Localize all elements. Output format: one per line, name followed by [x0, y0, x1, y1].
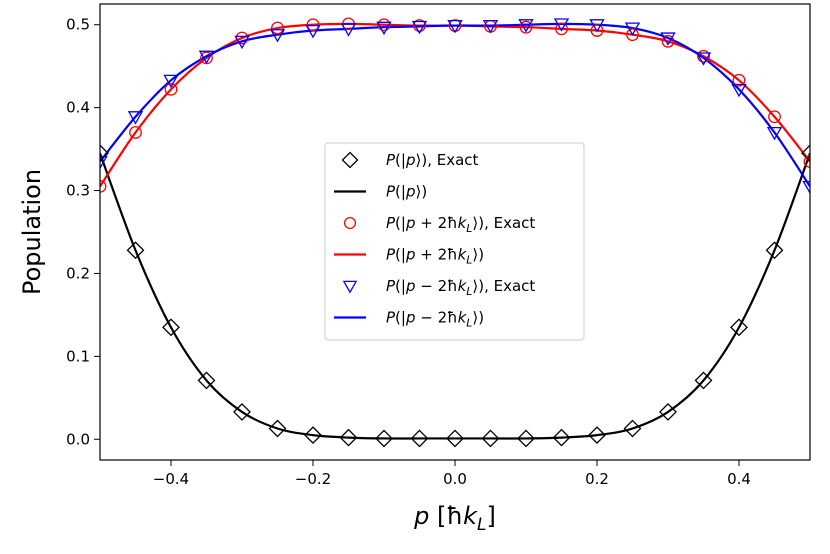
series-2-point — [164, 82, 178, 96]
legend-marker-swatch — [342, 280, 358, 294]
series-2-point — [661, 34, 675, 48]
series-0-point — [446, 429, 464, 448]
series-0-point — [304, 426, 322, 445]
series-4-point — [100, 155, 108, 170]
series-0-point — [375, 429, 393, 448]
series-2-point — [590, 24, 604, 37]
series-0-point — [552, 428, 571, 447]
legend-label: P(|p − 2ħkL⟩), Exact — [386, 277, 535, 298]
series-0-point — [588, 426, 606, 445]
series-2-point — [626, 28, 639, 42]
series-0-point — [162, 318, 180, 337]
legend-label: P(|p − 2ħkL⟩) — [386, 309, 484, 330]
series-4-point — [695, 52, 712, 66]
series-0-point — [659, 402, 677, 421]
series-2-point — [413, 19, 426, 32]
y-tick-label: 0.5 — [66, 16, 90, 34]
legend-box — [324, 142, 585, 341]
series-4-point — [731, 83, 747, 98]
series-2-point — [100, 179, 107, 193]
y-tick-label: 0.0 — [66, 430, 90, 448]
series-4-point — [340, 23, 357, 37]
legend-label: P(|p + 2ħkL⟩), Exact — [386, 214, 535, 235]
x-tick-label: −0.2 — [295, 470, 331, 488]
series-0-point — [481, 429, 500, 448]
series-4-point — [518, 19, 534, 33]
series-4-point — [660, 32, 676, 46]
y-tick-label: 0.2 — [66, 264, 90, 282]
y-axis-label: Population — [18, 169, 46, 295]
series-2-point — [519, 20, 533, 34]
series-4-point — [766, 126, 783, 141]
legend-label: P(|p + 2ħkL⟩) — [386, 246, 484, 267]
series-2-point — [732, 73, 746, 87]
series-2-point — [555, 22, 568, 36]
series-4-point — [589, 19, 605, 33]
series-0-point — [268, 419, 287, 438]
series-2-point — [271, 21, 284, 35]
series-4-point — [802, 180, 810, 195]
series-4-point — [127, 111, 144, 125]
series-line-1 — [100, 152, 810, 440]
series-4-point — [411, 20, 428, 35]
series-0-point — [730, 318, 748, 337]
series-4-point — [624, 22, 641, 36]
series-0-point — [100, 144, 109, 163]
x-tick-label: 0.2 — [585, 470, 609, 488]
series-4-point — [198, 50, 215, 65]
y-tick-label: 0.4 — [66, 99, 90, 117]
series-2-point — [306, 18, 320, 32]
series-0-point — [126, 241, 145, 260]
y-tick-label: 0.3 — [66, 182, 90, 200]
series-4-point — [269, 29, 286, 43]
series-0-point — [233, 402, 251, 421]
series-0-point — [339, 428, 358, 447]
x-axis-label: p [ħkL] — [413, 502, 496, 535]
series-0-point — [765, 241, 784, 260]
x-axis-ticks: −0.4 −0.2 0.0 0.2 0.4 — [153, 460, 751, 488]
series-0-point — [801, 144, 810, 163]
legend-label: P(|p⟩), Exact — [386, 151, 479, 169]
series-2-point — [768, 110, 781, 124]
series-4-point — [376, 21, 392, 36]
y-tick-label: 0.1 — [66, 347, 90, 365]
legend: P(|p⟩), Exact P(|p⟩) P(|p + 2ħkL⟩), Exact P… — [324, 142, 585, 341]
series-4-point — [305, 24, 321, 39]
series-0-point — [197, 371, 216, 390]
x-tick-label: 0.0 — [443, 470, 467, 488]
series-4-point — [234, 35, 250, 50]
series-4-point — [482, 19, 499, 34]
legend-marker-swatch — [343, 216, 357, 230]
series-0-point — [694, 371, 713, 390]
legend-label: P(|p⟩) — [386, 183, 427, 201]
series-0-point — [517, 429, 535, 448]
x-tick-label: −0.4 — [153, 470, 189, 488]
series-0-point — [623, 419, 642, 438]
series-4-point — [447, 19, 463, 34]
legend-marker-swatch — [341, 151, 359, 169]
series-markers — [100, 17, 810, 448]
y-axis-ticks: 0.0 0.1 0.2 0.3 0.4 0.5 — [66, 16, 100, 448]
series-0-point — [410, 429, 429, 448]
x-tick-label: 0.4 — [727, 470, 751, 488]
series-4-point — [553, 18, 570, 32]
series-4-point — [163, 74, 179, 89]
series-2-point — [697, 49, 710, 63]
series-2-point — [129, 126, 142, 139]
